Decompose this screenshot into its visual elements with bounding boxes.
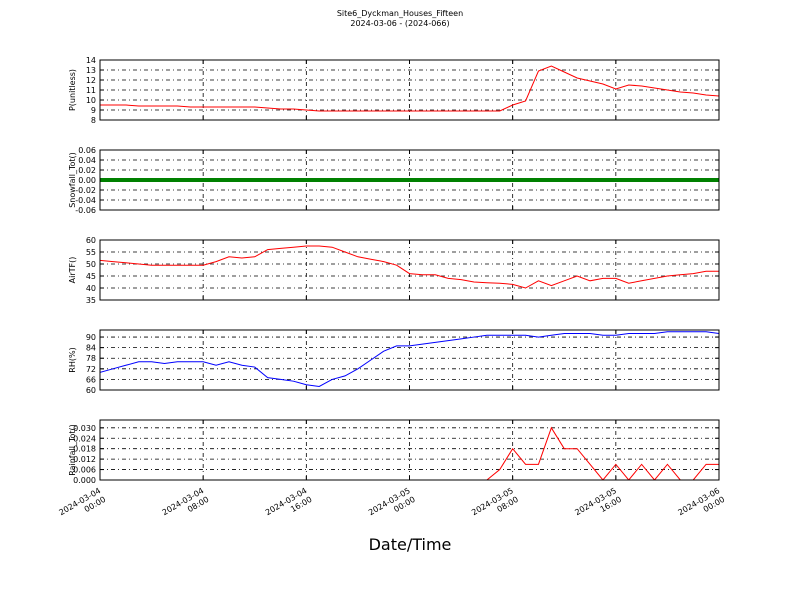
- y-axis-label: RH(%): [68, 347, 77, 372]
- y-tick-label: 84: [86, 344, 96, 353]
- data-line: [100, 65, 719, 112]
- y-tick-label: 55: [86, 248, 96, 257]
- y-tick-label: 0.00: [78, 176, 96, 185]
- y-tick-label: 35: [86, 296, 96, 305]
- y-tick-label: 0.04: [78, 156, 96, 165]
- y-axis-label: Rainfall_Tot(): [68, 424, 77, 476]
- y-axis-label: Snowfall_Tot(): [68, 152, 77, 208]
- y-tick-label: 0.018: [73, 445, 96, 454]
- plot-frame: [99, 149, 720, 211]
- y-tick-label: -0.02: [75, 186, 96, 195]
- data-line: [100, 245, 719, 289]
- y-tick-label: -0.06: [75, 206, 96, 215]
- y-tick-label: 9: [91, 106, 96, 115]
- y-tick-label: 60: [86, 386, 96, 395]
- y-axis-label: AirTF(): [68, 257, 77, 284]
- y-tick-label: 60: [86, 236, 96, 245]
- y-tick-label: 10: [86, 96, 96, 105]
- y-tick-label: 0.030: [73, 424, 96, 433]
- y-tick-label: 66: [86, 375, 96, 384]
- y-tick-label: 14: [86, 56, 96, 65]
- y-tick-label: 78: [86, 354, 96, 363]
- y-tick-label: 0.06: [78, 146, 96, 155]
- chart-title: Site6_Dyckman_Houses_Fifteen: [337, 9, 463, 18]
- plot-frame: [99, 419, 720, 481]
- plot-frame: [99, 239, 720, 301]
- y-tick-label: -0.04: [75, 196, 96, 205]
- plot-frame: [99, 329, 720, 391]
- y-tick-label: 0.012: [73, 455, 96, 464]
- chart-subtitle: 2024-03-06 - (2024-066): [350, 19, 449, 28]
- y-tick-label: 0.024: [73, 434, 96, 443]
- y-tick-label: 90: [86, 333, 96, 342]
- y-tick-label: 0.000: [73, 476, 96, 485]
- y-tick-label: 12: [86, 76, 96, 85]
- y-tick-label: 40: [86, 284, 96, 293]
- y-tick-label: 0.02: [78, 166, 96, 175]
- y-tick-label: 13: [86, 66, 96, 75]
- plot-frame: [99, 59, 720, 121]
- y-tick-label: 0.006: [73, 466, 96, 475]
- data-line: [100, 426, 719, 480]
- y-tick-label: 50: [86, 260, 96, 269]
- y-tick-label: 11: [86, 86, 96, 95]
- data-line: [100, 331, 719, 387]
- x-axis-label: Date/Time: [369, 535, 452, 554]
- y-tick-label: 45: [86, 272, 96, 281]
- y-axis-label: P(unitless): [68, 69, 77, 111]
- y-tick-label: 72: [86, 365, 96, 374]
- y-tick-label: 8: [91, 116, 96, 125]
